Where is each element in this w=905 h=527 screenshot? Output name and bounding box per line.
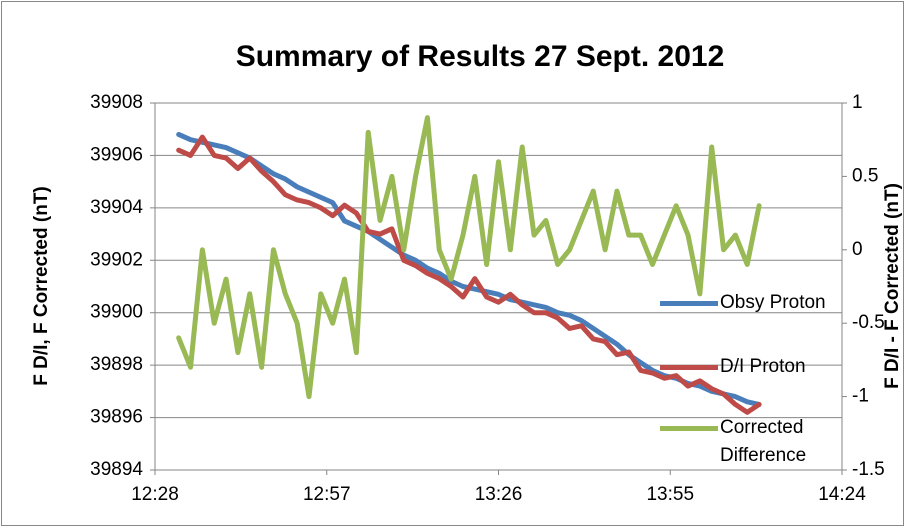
- y2-tick-label: 0.5: [852, 165, 878, 186]
- legend-swatch: [660, 426, 718, 431]
- y-tick-label: 39900: [90, 302, 143, 323]
- y-tick-label: 39908: [90, 92, 143, 113]
- y2-tick-label: -1: [852, 386, 869, 407]
- y-tick-label: 39894: [90, 459, 143, 480]
- chart-title: Summary of Results 27 Sept. 2012: [236, 40, 725, 73]
- x-tick-label: 12:28: [131, 484, 179, 505]
- y2-tick-label: -0.5: [852, 312, 885, 333]
- legend-item: Corrected Difference: [660, 414, 845, 470]
- y2-tick-label: 0: [852, 239, 863, 260]
- y-axis-title: F D/I, F Corrected (nT): [31, 186, 52, 386]
- series-line: [176, 115, 762, 400]
- x-tick-label: 14:24: [818, 484, 866, 505]
- legend-item: Obsy Proton: [660, 289, 845, 317]
- y2-tick-label: -1.5: [852, 459, 885, 480]
- legend-swatch: [660, 365, 718, 370]
- x-tick-label: 13:55: [646, 484, 694, 505]
- y2-tick-label: 1: [852, 92, 863, 113]
- legend-item: D/I Proton: [660, 353, 845, 381]
- y-tick-label: 39904: [90, 197, 143, 218]
- x-tick-label: 12:57: [303, 484, 351, 505]
- legend-label: D/I Proton: [720, 356, 806, 377]
- series-line: [176, 134, 762, 415]
- y-tick-label: 39898: [90, 354, 143, 375]
- y-tick-label: 39906: [90, 144, 143, 165]
- x-tick-label: 13:26: [475, 484, 523, 505]
- legend-label: Corrected Difference: [720, 417, 807, 466]
- y2-axis-title: F D/I - F Corrected (nT): [882, 183, 903, 389]
- legend-swatch: [660, 301, 718, 306]
- legend-label: Obsy Proton: [720, 292, 826, 313]
- y-tick-label: 39902: [90, 249, 143, 270]
- y-tick-label: 39896: [90, 407, 143, 428]
